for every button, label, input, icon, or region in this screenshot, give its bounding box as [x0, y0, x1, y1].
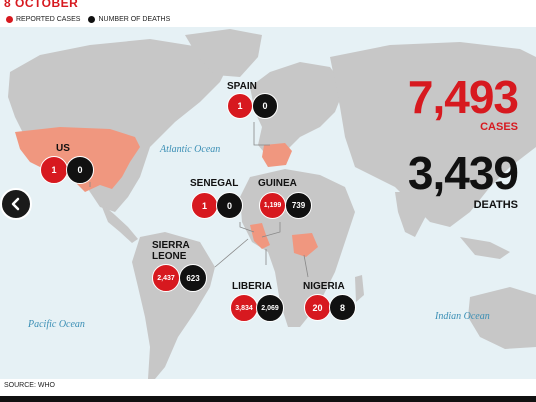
reported-cases-dot-icon — [6, 16, 13, 23]
guinea-cases: 1,199 — [259, 192, 286, 219]
liberia-label: LIBERIA — [232, 281, 272, 292]
sierra-leone-label-line1: SIERRA — [152, 240, 190, 251]
central-america-landmass — [100, 202, 138, 243]
nigeria-highlight — [292, 233, 318, 257]
legend: REPORTED CASES NUMBER OF DEATHS — [6, 16, 178, 23]
senegal-deaths: 0 — [216, 192, 243, 219]
total-deaths-label: DEATHS — [473, 199, 518, 211]
sierra-leone-cases: 2,437 — [152, 264, 180, 292]
date-heading: 8 OCTOBER — [4, 0, 79, 10]
madagascar-landmass — [355, 275, 364, 302]
se-asia-islands — [460, 237, 510, 259]
spain-label: SPAIN — [227, 81, 257, 92]
total-deaths-value: 3,439 — [407, 147, 519, 199]
deaths-dot-icon — [88, 16, 96, 23]
liberia-deaths: 2,069 — [256, 294, 284, 322]
senegal-label: SENEGAL — [190, 178, 239, 189]
spain-deaths: 0 — [252, 93, 278, 119]
north-america-landmass — [8, 39, 230, 212]
nigeria-label: NIGERIA — [303, 281, 345, 292]
guinea-label: GUINEA — [258, 178, 297, 189]
prev-slide-button[interactable] — [0, 188, 32, 220]
total-cases-value: 7,493 — [407, 71, 519, 123]
chevron-left-icon — [11, 197, 20, 211]
west-africa-highlight — [250, 223, 270, 249]
sierra-leone-deaths: 623 — [179, 264, 207, 292]
asia-landmass — [330, 42, 536, 227]
legend-reported-label: REPORTED CASES — [16, 16, 81, 23]
atlantic-ocean-label: Atlantic Ocean — [160, 144, 221, 155]
spain-cases: 1 — [227, 93, 253, 119]
bottom-bar — [0, 396, 536, 402]
us-label: US — [56, 143, 70, 154]
senegal-cases: 1 — [191, 192, 218, 219]
total-cases-label: CASES — [480, 121, 518, 133]
connector-lines — [89, 122, 309, 278]
liberia-cases: 3,834 — [230, 294, 258, 322]
pacific-ocean-label: Pacific Ocean — [28, 319, 85, 330]
nigeria-cases: 20 — [304, 294, 331, 321]
sierra-leone-label-line2: LEONE — [152, 251, 187, 262]
sierra-leone-label: SIERRA LEONE — [152, 240, 190, 262]
legend-deaths-label: NUMBER OF DEATHS — [98, 16, 171, 23]
india-landmass — [395, 192, 428, 237]
spain-highlight — [262, 143, 292, 167]
source-note: SOURCE: WHO — [4, 382, 55, 389]
greenland-landmass — [185, 29, 262, 77]
nigeria-deaths: 8 — [329, 294, 356, 321]
australia-landmass — [468, 287, 536, 349]
us-cases: 1 — [40, 156, 68, 184]
guinea-deaths: 739 — [285, 192, 312, 219]
indian-ocean-label: Indian Ocean — [435, 311, 490, 322]
europe-landmass — [250, 62, 345, 157]
us-deaths: 0 — [66, 156, 94, 184]
